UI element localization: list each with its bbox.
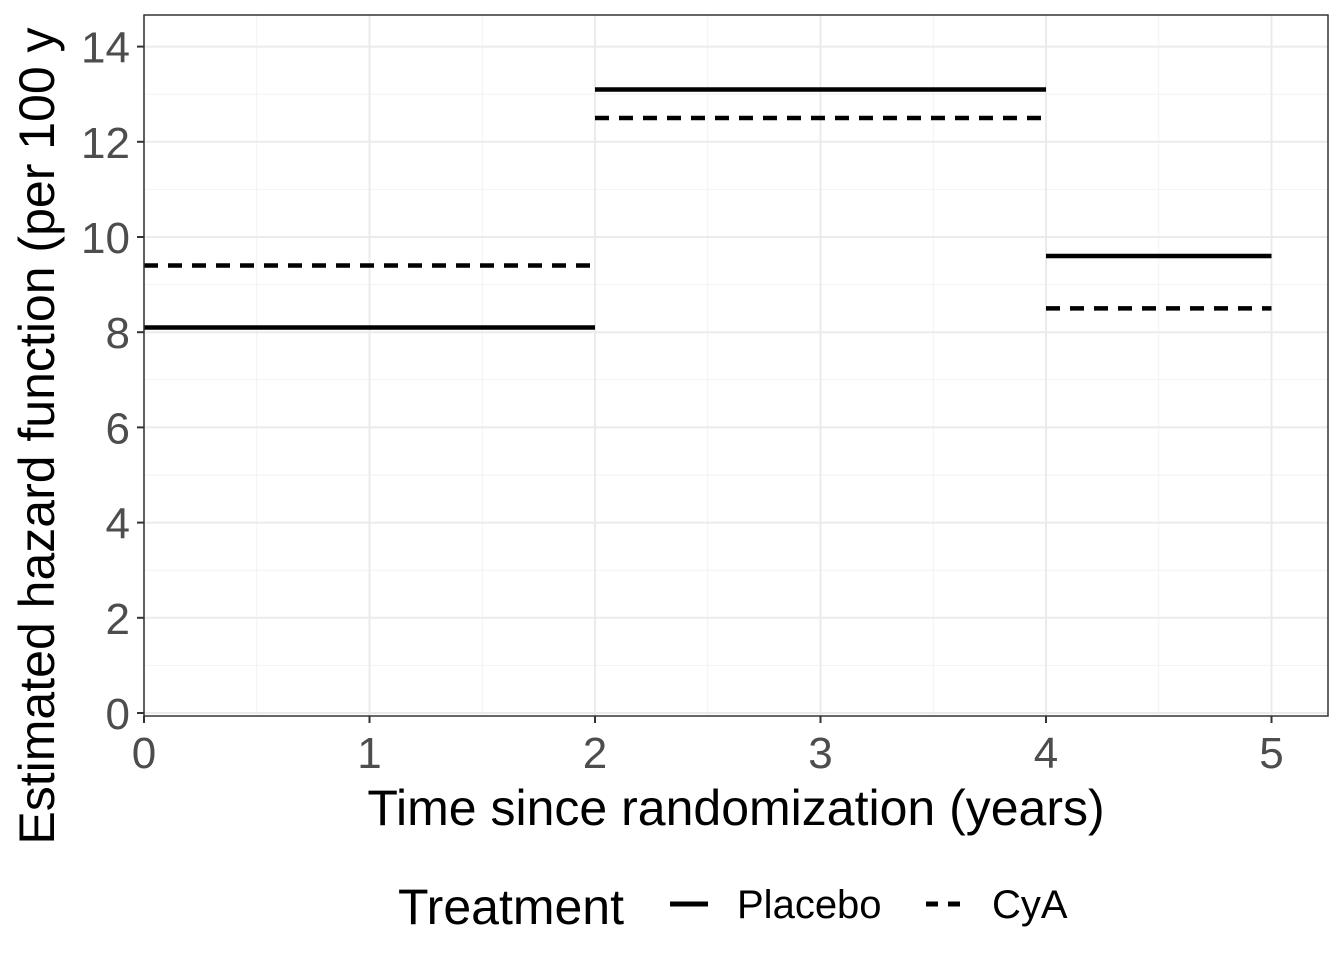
y-tick-label: 14 <box>81 24 130 73</box>
legend-label-placebo: Placebo <box>737 883 882 927</box>
x-tick-label: 4 <box>1034 729 1058 778</box>
legend-label-cya: CyA <box>992 883 1068 927</box>
y-tick-label: 2 <box>106 595 130 644</box>
panel-border <box>143 14 1329 717</box>
x-tick-label: 0 <box>132 729 156 778</box>
series-lines <box>144 87 1272 330</box>
y-tick-label: 4 <box>106 500 130 549</box>
x-axis-title: Time since randomization (years) <box>367 780 1104 836</box>
x-tick-label: 2 <box>583 729 607 778</box>
y-tick-label: 6 <box>106 404 130 453</box>
legend: Treatment Placebo CyA <box>398 879 1068 935</box>
y-tick-label: 8 <box>106 309 130 358</box>
x-tick-label: 1 <box>357 729 381 778</box>
legend-title: Treatment <box>398 879 624 935</box>
y-tick-label: 12 <box>81 119 130 168</box>
x-tick-label: 5 <box>1259 729 1283 778</box>
x-tick-label: 3 <box>808 729 832 778</box>
y-tick-label: 10 <box>81 214 130 263</box>
y-axis-title: Estimated hazard function (per 100 y <box>9 27 65 844</box>
y-tick-label: 0 <box>106 690 130 739</box>
grid-lines <box>143 15 1328 716</box>
